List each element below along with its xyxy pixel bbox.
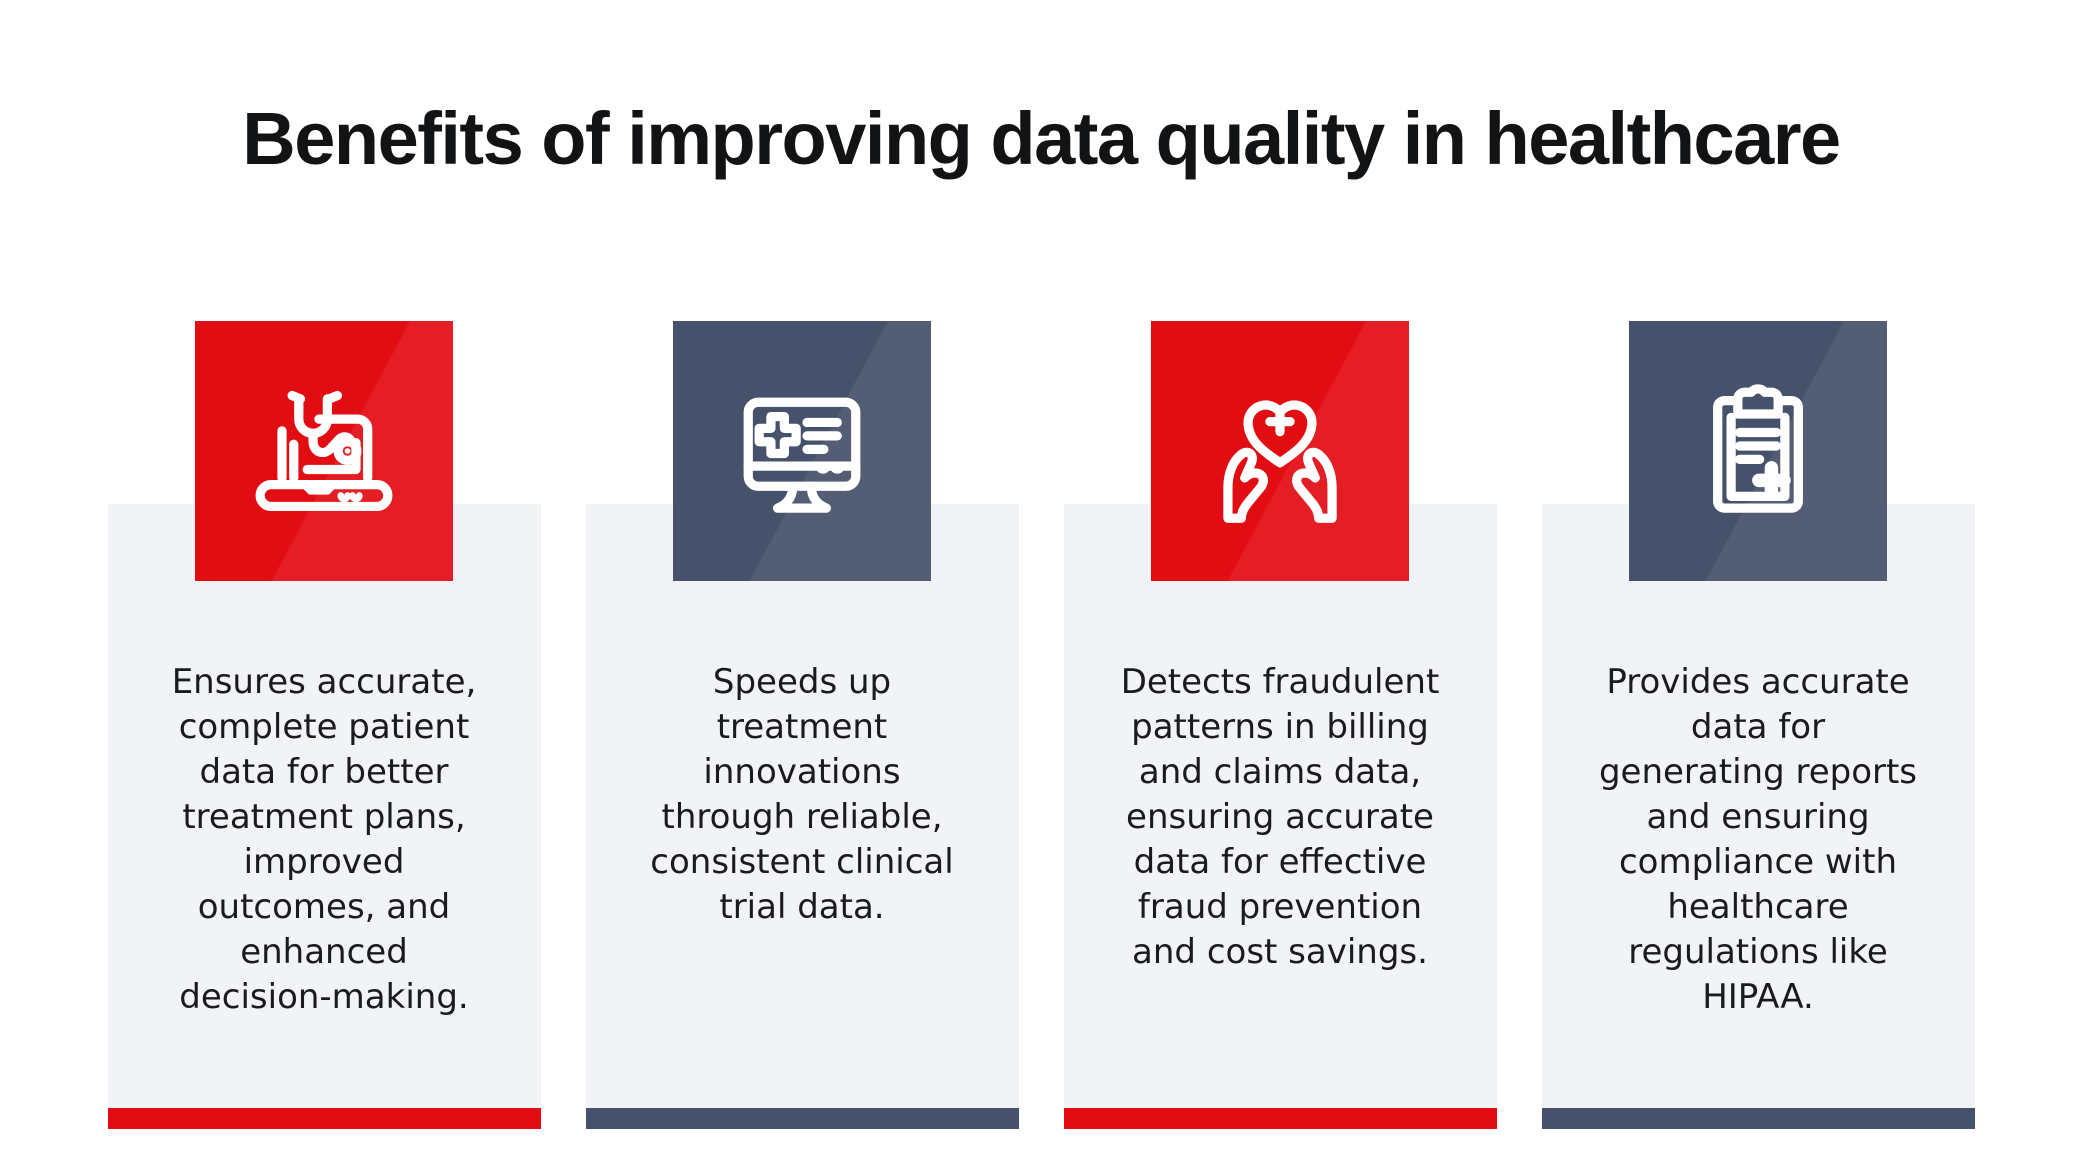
card-body: Detects fraudulent patterns in billing a… [1063,504,1497,1129]
card-accent-bar [107,1108,541,1129]
benefit-cards-row: Ensures accurate, complete patient data … [0,321,2082,1129]
clipboard-medical-icon [1629,321,1887,581]
page-title: Benefits of improving data quality in he… [242,97,1841,180]
card-body: Provides accurate data for generating re… [1541,504,1975,1129]
benefit-card-patient-data: Ensures accurate, complete patient data … [107,321,541,1129]
benefit-card-fraud-detection: Detects fraudulent patterns in billing a… [1063,321,1497,1129]
monitor-medical-record-icon [673,321,931,581]
card-accent-bar [1063,1108,1497,1129]
laptop-stethoscope-icon [195,321,453,581]
benefit-card-clinical-trials: Speeds up treatment innovations through … [585,321,1019,1129]
card-description: Provides accurate data for generating re… [1598,662,1918,1017]
card-body: Ensures accurate, complete patient data … [107,504,541,1129]
hands-holding-heart-icon [1151,321,1409,581]
card-accent-bar [585,1108,1019,1129]
card-accent-bar [1541,1108,1975,1129]
card-body: Speeds up treatment innovations through … [585,504,1019,1129]
card-description: Detects fraudulent patterns in billing a… [1120,662,1440,972]
benefit-card-compliance: Provides accurate data for generating re… [1541,321,1975,1129]
card-description: Speeds up treatment innovations through … [650,662,954,927]
card-description: Ensures accurate, complete patient data … [171,662,477,1017]
